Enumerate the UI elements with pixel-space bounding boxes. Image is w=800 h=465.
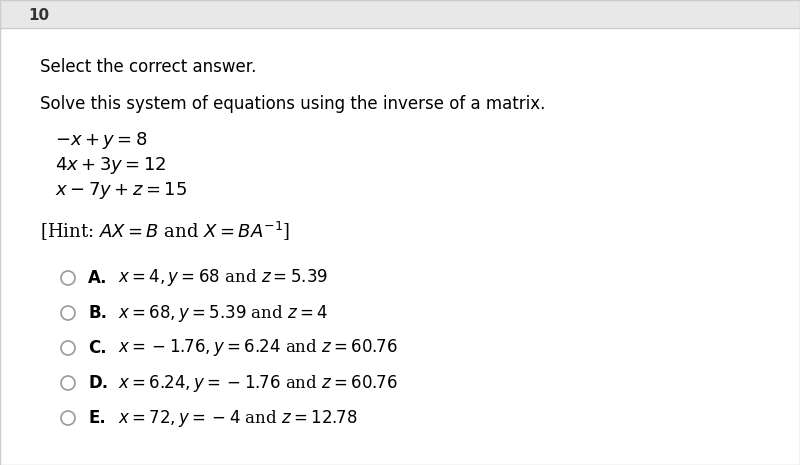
Text: C.: C.	[88, 339, 106, 357]
Text: B.: B.	[88, 304, 107, 322]
Text: Select the correct answer.: Select the correct answer.	[40, 58, 256, 76]
Text: $x = 6.24, y = -1.76$ and $z = 60.76$: $x = 6.24, y = -1.76$ and $z = 60.76$	[118, 372, 398, 393]
Text: [Hint: $\mathit{AX} = \mathit{B}$ and $\mathit{X} = \mathit{BA}^{-1}$]: [Hint: $\mathit{AX} = \mathit{B}$ and $\…	[40, 220, 290, 243]
Text: $x = 72, y = -4$ and $z = 12.78$: $x = 72, y = -4$ and $z = 12.78$	[118, 407, 358, 429]
Text: E.: E.	[88, 409, 106, 427]
Bar	[0, 0, 800, 28]
Text: $x - 7y + z = 15$: $x - 7y + z = 15$	[55, 180, 187, 201]
Text: $x = 68, y = 5.39$ and $z = 4$: $x = 68, y = 5.39$ and $z = 4$	[118, 303, 328, 324]
Text: $-x + y = 8$: $-x + y = 8$	[55, 130, 148, 151]
Text: $4x + 3y = 12$: $4x + 3y = 12$	[55, 155, 166, 176]
Text: D.: D.	[88, 374, 108, 392]
Text: A.: A.	[88, 269, 107, 287]
Text: $x = -1.76, y = 6.24$ and $z = 60.76$: $x = -1.76, y = 6.24$ and $z = 60.76$	[118, 338, 398, 359]
Text: $x = 4, y = 68$ and $z = 5.39$: $x = 4, y = 68$ and $z = 5.39$	[118, 267, 328, 288]
Text: 10: 10	[28, 8, 49, 24]
Text: Solve this system of equations using the inverse of a matrix.: Solve this system of equations using the…	[40, 95, 546, 113]
